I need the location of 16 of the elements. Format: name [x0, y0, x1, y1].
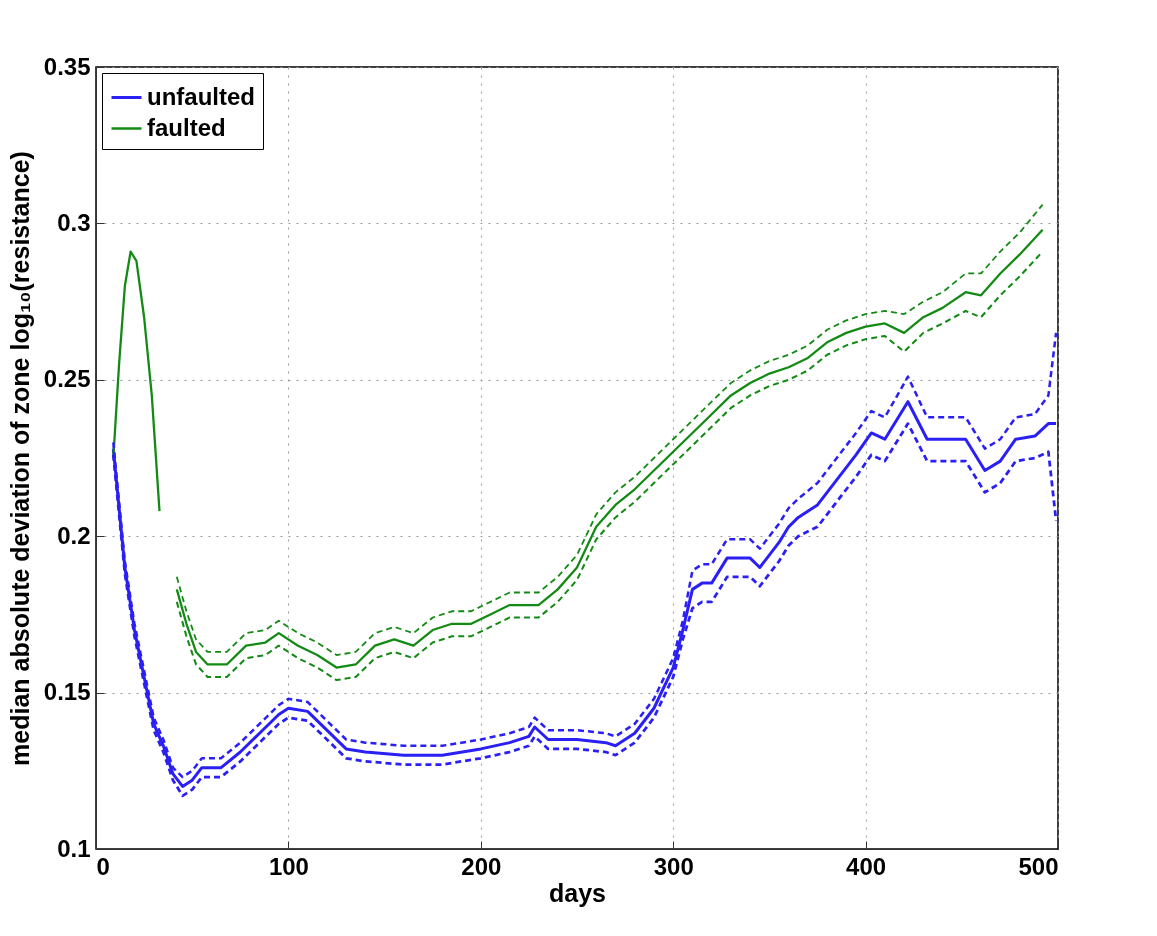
x-tick-label: 500: [1018, 852, 1059, 880]
y-tick-label: 0.15: [43, 678, 91, 706]
y-tick-label: 0.1: [57, 834, 91, 862]
legend-label: unfaulted: [147, 82, 255, 110]
x-tick-label: 100: [268, 852, 309, 880]
y-axis-title: median absolute deviation of zone log₁₀(resistance): [5, 151, 34, 766]
y-tick-label: 0.25: [43, 365, 91, 393]
x-tick-label: 400: [846, 852, 887, 880]
y-tick-label: 0.2: [57, 521, 91, 549]
y-tick-label: 0.35: [43, 52, 91, 80]
x-tick-label: 300: [653, 852, 694, 880]
y-tick-label: 0.3: [57, 208, 91, 236]
legend-label: faulted: [147, 113, 226, 141]
x-tick-label: 200: [461, 852, 502, 880]
x-axis-title: days: [549, 878, 606, 907]
x-tick-label: 0: [96, 852, 110, 880]
